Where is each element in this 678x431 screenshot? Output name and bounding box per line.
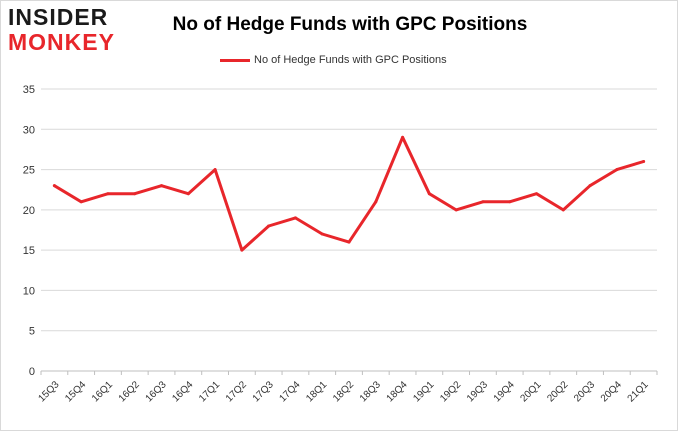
y-tick-label: 0 xyxy=(29,366,35,378)
x-tick-label: 20Q3 xyxy=(572,379,597,404)
data-point xyxy=(293,216,297,220)
data-point xyxy=(213,168,217,172)
data-point xyxy=(79,200,83,204)
data-point xyxy=(186,192,190,196)
x-tick-label: 16Q1 xyxy=(90,379,115,404)
insider-monkey-logo: INSIDER MONKEY xyxy=(8,6,128,56)
x-tick-label: 18Q1 xyxy=(304,379,329,404)
y-tick-label: 30 xyxy=(23,124,35,136)
x-tick-label: 19Q1 xyxy=(411,379,436,404)
data-point xyxy=(267,224,271,228)
data-point xyxy=(160,184,164,188)
y-tick-label: 5 xyxy=(29,326,35,338)
y-tick-label: 10 xyxy=(23,285,35,297)
data-point xyxy=(320,232,324,236)
data-point xyxy=(106,192,110,196)
data-point xyxy=(642,160,646,164)
chart-legend: No of Hedge Funds with GPC Positions xyxy=(220,54,447,66)
x-tick-label: 16Q4 xyxy=(170,379,195,404)
x-tick-label: 19Q2 xyxy=(438,379,463,404)
x-tick-label: 16Q2 xyxy=(117,379,142,404)
y-tick-label: 25 xyxy=(23,165,35,177)
logo-line-2: MONKEY xyxy=(8,29,115,55)
data-point xyxy=(401,135,405,139)
data-point xyxy=(52,184,56,188)
logo-line-1: INSIDER xyxy=(8,4,109,30)
x-tick-label: 18Q2 xyxy=(331,379,356,404)
chart-title: No of Hedge Funds with GPC Positions xyxy=(172,14,528,35)
data-point xyxy=(588,184,592,188)
x-tick-label: 16Q3 xyxy=(144,379,169,404)
x-tick-label: 17Q2 xyxy=(224,379,249,404)
x-tick-label: 17Q1 xyxy=(197,379,222,404)
x-tick-label: 15Q4 xyxy=(63,379,88,404)
x-tick-label: 15Q3 xyxy=(36,379,61,404)
y-tick-label: 15 xyxy=(23,245,35,257)
data-point xyxy=(481,200,485,204)
data-point xyxy=(427,192,431,196)
legend-label: No of Hedge Funds with GPC Positions xyxy=(254,54,447,66)
data-point xyxy=(561,208,565,212)
x-tick-label: 18Q3 xyxy=(358,379,383,404)
y-tick-label: 35 xyxy=(23,84,35,96)
series-line xyxy=(52,135,646,252)
data-point xyxy=(454,208,458,212)
x-tick-label: 21Q1 xyxy=(626,379,651,404)
data-point xyxy=(374,200,378,204)
legend-swatch xyxy=(220,58,250,62)
x-tick-label: 20Q1 xyxy=(519,379,544,404)
x-tick-label: 20Q4 xyxy=(599,379,624,404)
x-tick-label: 17Q4 xyxy=(277,379,302,404)
data-point xyxy=(508,200,512,204)
x-tick-label: 19Q4 xyxy=(492,379,517,404)
x-tick-label: 19Q3 xyxy=(465,379,490,404)
data-point xyxy=(534,192,538,196)
y-tick-label: 20 xyxy=(23,205,35,217)
data-point xyxy=(240,248,244,252)
data-point xyxy=(347,240,351,244)
x-tick-label: 18Q4 xyxy=(385,379,410,404)
x-tick-label: 20Q2 xyxy=(545,379,570,404)
data-point xyxy=(615,168,619,172)
data-point xyxy=(133,192,137,196)
x-tick-label: 17Q3 xyxy=(251,379,276,404)
